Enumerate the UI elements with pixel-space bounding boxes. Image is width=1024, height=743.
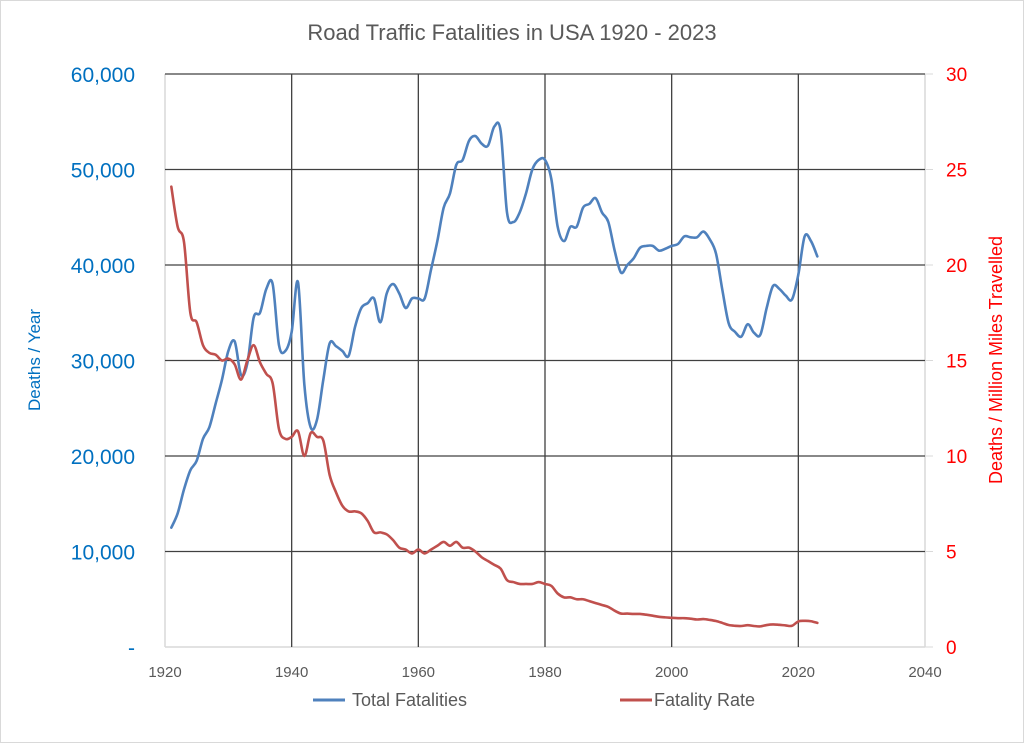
legend-label-total-fatalities: Total Fatalities — [352, 690, 467, 710]
x-tick-label: 1920 — [148, 664, 181, 681]
series-line-fatality-rate — [170, 185, 819, 628]
y-tick-label: - — [128, 637, 135, 660]
y-axis-left: - 10,000 20,000 30,000 40,000 50,000 60,000 — [71, 64, 135, 660]
x-tick-label: 1960 — [402, 664, 435, 681]
y2-tick-label: 30 — [946, 65, 967, 86]
y2-tick-label: 10 — [946, 447, 967, 468]
y-axis-left-title: Deaths / Year — [25, 309, 44, 411]
chart-title: Road Traffic Fatalities in USA 1920 - 20… — [307, 20, 716, 45]
gridlines — [165, 73, 925, 647]
x-tick-label: 2000 — [655, 664, 688, 681]
x-axis: 1920 1940 1960 1980 2000 2020 2040 — [148, 664, 941, 681]
y2-tick-label: 0 — [946, 638, 957, 659]
series-group — [170, 121, 819, 628]
x-tick-label: 1980 — [528, 664, 561, 681]
series-line-total-fatalities-group — [170, 121, 819, 529]
legend-item-total-fatalities: Total Fatalities — [313, 690, 467, 710]
y-axis-right: 0 5 10 15 20 25 30 — [925, 65, 967, 659]
y-tick-label: 30,000 — [71, 351, 135, 374]
legend-label-fatality-rate: Fatality Rate — [654, 690, 755, 710]
y-tick-label: 60,000 — [71, 64, 135, 87]
y2-tick-label: 5 — [946, 543, 957, 564]
y2-tick-label: 15 — [946, 352, 967, 373]
legend-item-fatality-rate: Fatality Rate — [620, 690, 755, 710]
y-tick-label: 20,000 — [71, 446, 135, 469]
x-tick-label: 1940 — [275, 664, 308, 681]
legend: Total Fatalities Fatality Rate — [313, 690, 755, 710]
x-tick-label: 2020 — [782, 664, 815, 681]
y-axis-right-title: Deaths / Million Miles Travelled — [986, 236, 1006, 484]
x-tick-label: 2040 — [908, 664, 941, 681]
series-line-fatality-rate-group — [170, 185, 819, 628]
y-tick-label: 40,000 — [71, 255, 135, 278]
y2-tick-label: 20 — [946, 256, 967, 277]
y-tick-label: 50,000 — [71, 160, 135, 183]
y2-tick-label: 25 — [946, 161, 967, 182]
y-tick-label: 10,000 — [71, 542, 135, 565]
series-line-total-fatalities — [170, 121, 819, 529]
